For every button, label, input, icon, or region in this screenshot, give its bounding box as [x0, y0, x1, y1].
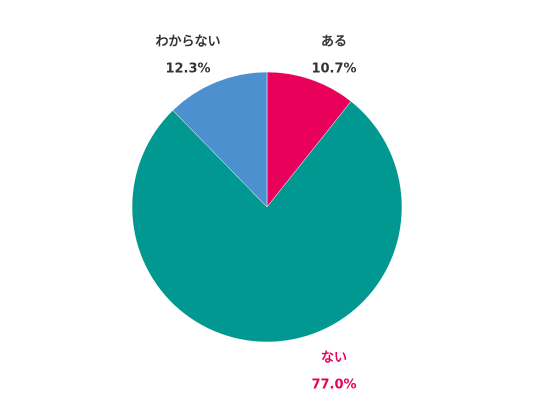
pie-slice [172, 71, 268, 208]
slice-value-label: 12.3% [165, 62, 210, 77]
slice-label: ない [321, 351, 347, 366]
pie-slice [266, 71, 352, 208]
slice-label: ある [321, 35, 347, 50]
slice-label: わからない [155, 35, 220, 50]
slice-value-label: 77.0% [311, 378, 356, 393]
pie-slice [131, 101, 403, 343]
slice-value-label: 10.7% [311, 62, 356, 77]
